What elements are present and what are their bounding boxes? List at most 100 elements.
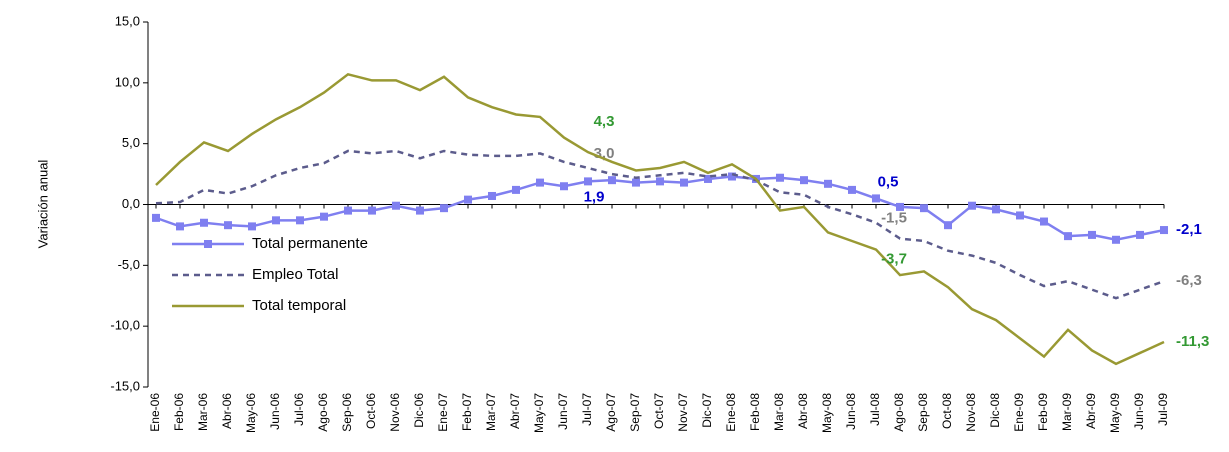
x-tick-label: Oct-08: [940, 393, 954, 429]
point-marker: [872, 194, 880, 203]
x-tick-label: Ago-07: [604, 393, 618, 432]
x-tick-label: Nov-08: [964, 393, 978, 432]
x-tick-label: Feb-09: [1036, 393, 1050, 431]
y-tick-label: 0,0: [122, 196, 140, 211]
x-tick-label: Jun-06: [268, 393, 282, 430]
x-tick-label: Mar-07: [484, 393, 498, 431]
x-tick-label: May-07: [532, 393, 546, 433]
x-tick-label: Oct-07: [652, 393, 666, 429]
point-marker: [704, 174, 712, 183]
x-tick-label: Abr-08: [796, 393, 810, 429]
point-marker: [488, 191, 496, 200]
point-marker: [656, 177, 664, 186]
series-line: [155, 149, 1165, 300]
x-tick-label: Jul-07: [580, 393, 594, 426]
point-marker: [1040, 217, 1048, 226]
point-marker: [416, 206, 424, 215]
x-tick-label: May-06: [244, 393, 258, 433]
x-tick-label: Dic-06: [412, 393, 426, 428]
point-marker: [608, 176, 616, 185]
point-marker: [464, 195, 472, 204]
point-marker: [152, 213, 160, 222]
x-tick-label: Jul-06: [292, 393, 306, 426]
point-marker: [1016, 211, 1024, 220]
x-tick-label: Ene-07: [436, 393, 450, 432]
point-marker: [944, 221, 952, 230]
point-marker: [200, 218, 208, 227]
data-label: -3,7: [881, 250, 907, 267]
x-tick-label: May-09: [1108, 393, 1122, 433]
legend-label: Total permanente: [252, 235, 368, 252]
x-tick-label: Jul-08: [868, 393, 882, 426]
x-tick-label: Nov-06: [388, 393, 402, 432]
point-marker: [824, 179, 832, 188]
point-marker: [224, 221, 232, 230]
x-tick-label: Sep-06: [340, 393, 354, 432]
x-tick-label: Abr-07: [508, 393, 522, 429]
y-tick-label: -5,0: [118, 257, 140, 272]
x-tick-label: Dic-08: [988, 393, 1002, 428]
x-tick-label: Nov-07: [676, 393, 690, 432]
point-marker: [368, 206, 376, 215]
y-tick-label: 10,0: [115, 74, 140, 89]
x-tick-label: Abr-09: [1084, 393, 1098, 429]
point-marker: [728, 172, 736, 181]
legend-label: Empleo Total: [252, 266, 338, 283]
point-marker: [1088, 230, 1096, 239]
x-tick-label: Feb-07: [460, 393, 474, 431]
point-marker: [584, 177, 592, 186]
data-label: 1,9: [584, 188, 605, 205]
point-marker: [1160, 226, 1168, 235]
point-marker: [296, 216, 304, 225]
x-tick-label: Ene-08: [724, 393, 738, 432]
data-label: -1,5: [881, 210, 907, 227]
y-axis-title: Variación anual: [35, 160, 50, 249]
x-tick-label: Feb-08: [748, 393, 762, 431]
x-tick-label: Jul-09: [1156, 393, 1170, 426]
data-label: 0,5: [878, 173, 899, 190]
y-tick-label: 15,0: [115, 13, 140, 28]
series-line: [155, 72, 1165, 366]
point-marker: [272, 216, 280, 225]
point-marker: [1064, 232, 1072, 241]
x-tick-label: May-08: [820, 393, 834, 433]
point-marker: [632, 178, 640, 187]
point-marker: [176, 222, 184, 231]
legend-label: Total temporal: [252, 297, 346, 314]
point-marker: [536, 178, 544, 187]
x-tick-label: Feb-06: [172, 393, 186, 431]
x-tick-label: Abr-06: [220, 393, 234, 429]
y-tick-label: -15,0: [110, 378, 140, 393]
x-tick-label: Oct-06: [364, 393, 378, 429]
data-label: -2,1: [1176, 221, 1202, 238]
point-marker: [776, 173, 784, 182]
point-marker: [344, 206, 352, 215]
point-marker: [896, 202, 904, 211]
x-tick-label: Jun-08: [844, 393, 858, 430]
point-marker: [680, 178, 688, 187]
x-tick-label: Mar-08: [772, 393, 786, 431]
x-tick-label: Dic-07: [700, 393, 714, 428]
legend-marker: [204, 240, 212, 248]
x-tick-label: Ene-09: [1012, 393, 1026, 432]
point-marker: [848, 185, 856, 194]
x-tick-label: Mar-06: [196, 393, 210, 431]
point-marker: [440, 204, 448, 213]
point-marker: [560, 182, 568, 191]
point-marker: [1136, 230, 1144, 239]
y-tick-label: 5,0: [122, 135, 140, 150]
x-tick-label: Jun-07: [556, 393, 570, 430]
point-marker: [800, 176, 808, 185]
point-marker: [992, 205, 1000, 214]
data-label: -11,3: [1176, 333, 1209, 350]
x-tick-label: Ago-08: [892, 393, 906, 432]
y-tick-label: -10,0: [110, 318, 140, 333]
point-marker: [920, 204, 928, 213]
data-label: 4,3: [594, 113, 615, 130]
point-marker: [1112, 235, 1120, 244]
point-marker: [968, 201, 976, 210]
x-tick-label: Ago-06: [316, 393, 330, 432]
point-marker: [392, 201, 400, 210]
